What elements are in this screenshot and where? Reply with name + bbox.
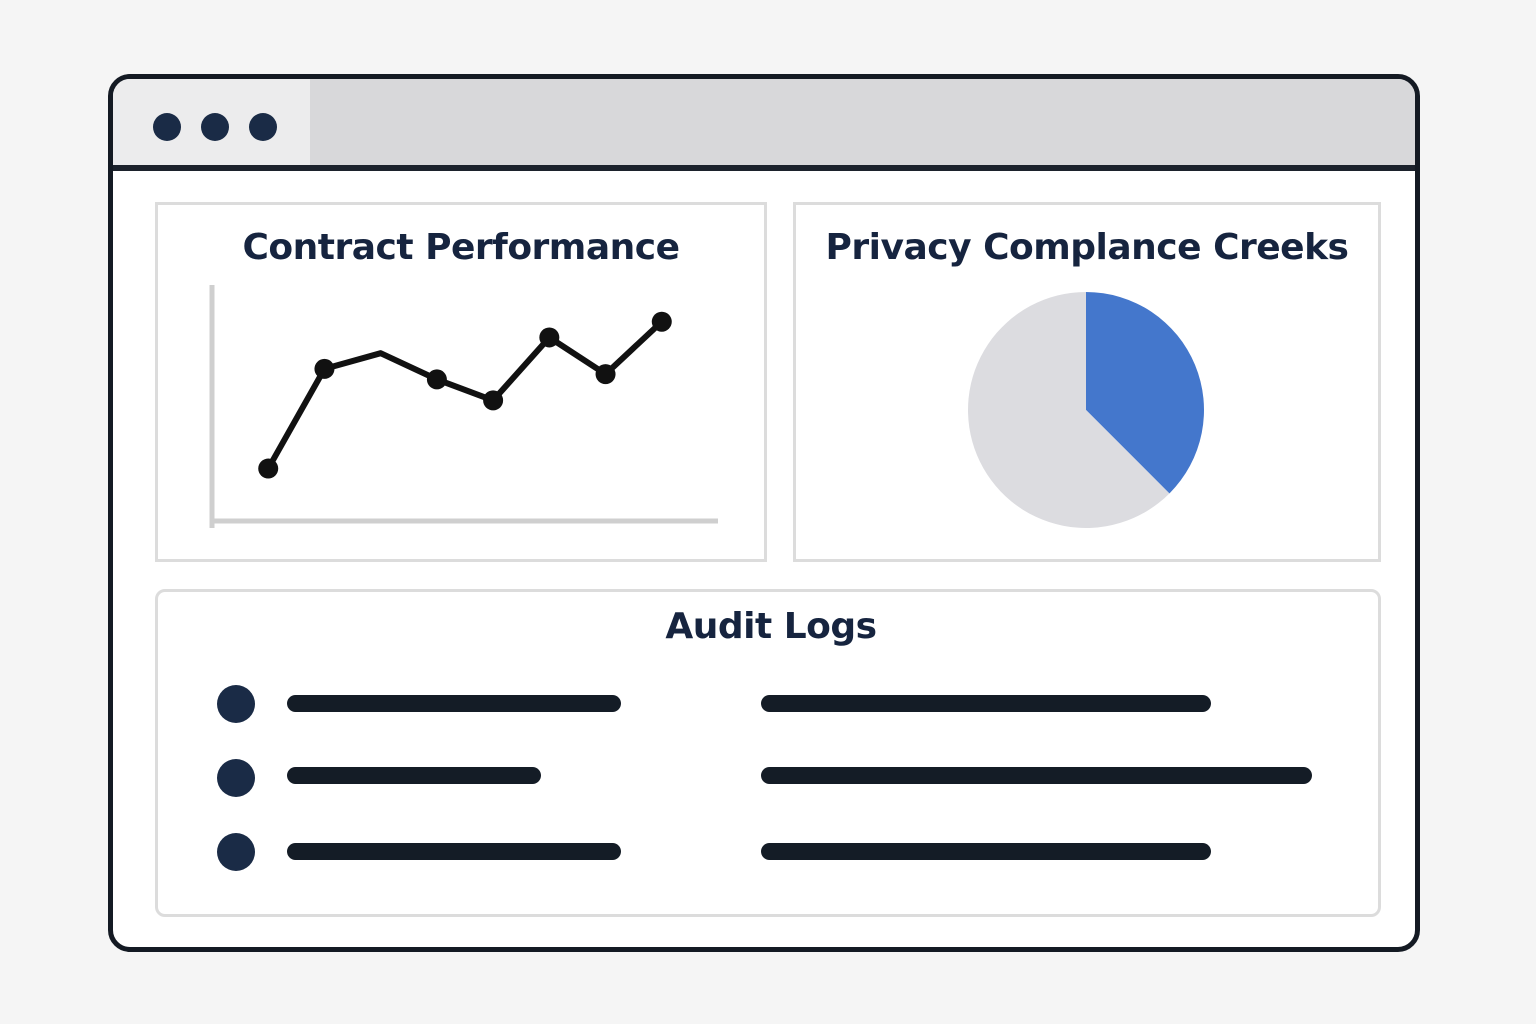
audit-logs-title: Audit Logs: [665, 606, 877, 647]
contract-performance-data-point[interactable]: [651, 311, 672, 332]
contract-performance-data-point[interactable]: [595, 364, 616, 385]
window-dot-3[interactable]: [249, 113, 277, 141]
privacy-compliance-title: Privacy Complance Creeks: [825, 227, 1349, 268]
window-dot-1[interactable]: [153, 113, 181, 141]
audit-log-detail-placeholder: [761, 767, 1312, 784]
contract-performance-title: Contract Performance: [242, 227, 680, 268]
audit-log-text-placeholder: [287, 695, 621, 712]
contract-performance-data-point[interactable]: [483, 390, 504, 411]
window-dot-2[interactable]: [201, 113, 229, 141]
privacy-compliance-card: Privacy Complance Creeks: [793, 202, 1381, 562]
audit-log-status-dot: [217, 685, 255, 723]
contract-performance-card: Contract Performance: [155, 202, 767, 562]
audit-log-text-placeholder: [287, 767, 541, 784]
contract-performance-data-point[interactable]: [539, 327, 560, 348]
audit-log-status-dot: [217, 833, 255, 871]
contract-performance-data-point[interactable]: [258, 458, 279, 479]
contract-performance-series-line: [265, 318, 665, 472]
audit-log-detail-placeholder: [761, 843, 1211, 860]
pie-slice-blue[interactable]: [1086, 292, 1204, 494]
audit-log-text-placeholder: [287, 843, 621, 860]
audit-log-status-dot: [217, 759, 255, 797]
contract-performance-data-point[interactable]: [426, 369, 447, 390]
privacy-compliance-pie-chart: [968, 292, 1204, 528]
window-titlebar: [113, 79, 1415, 171]
audit-logs-card: Audit Logs: [155, 589, 1381, 917]
browser-window: Contract Performance Privacy Complance C…: [108, 74, 1420, 952]
audit-log-detail-placeholder: [761, 695, 1211, 712]
contract-performance-data-point[interactable]: [314, 358, 335, 379]
contract-performance-line-chart: [209, 285, 718, 528]
pie-slice-gray[interactable]: [968, 292, 1170, 528]
